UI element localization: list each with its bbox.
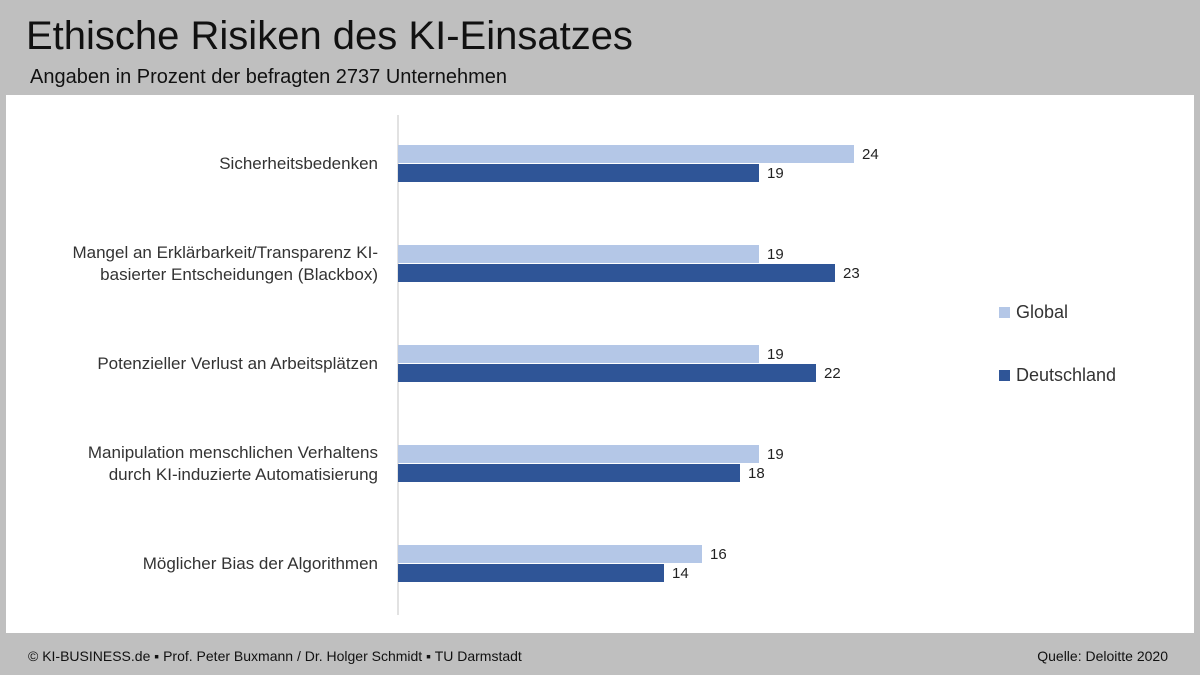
bar-global bbox=[398, 545, 702, 563]
bar-deutschland bbox=[398, 264, 835, 282]
bar-global bbox=[398, 445, 759, 463]
bar-chart: Sicherheitsbedenken 24 19 Mangel an Erklärb… bbox=[72, 115, 1116, 615]
data-label: 22 bbox=[824, 365, 841, 382]
chart-title: Ethische Risiken des KI-Einsatzes bbox=[26, 14, 633, 58]
bar-global bbox=[398, 145, 854, 163]
bar-deutschland bbox=[398, 164, 759, 182]
category-label: Sicherheitsbedenken bbox=[219, 154, 378, 173]
data-label: 19 bbox=[767, 346, 784, 363]
category-label: Manipulation menschlichen Verhaltens bbox=[88, 443, 378, 462]
category-label: Potenzieller Verlust an Arbeitsplätzen bbox=[97, 354, 378, 373]
data-label: 23 bbox=[843, 265, 860, 282]
bar-global bbox=[398, 345, 759, 363]
data-label: 24 bbox=[862, 146, 879, 163]
data-label: 19 bbox=[767, 246, 784, 263]
bar-deutschland bbox=[398, 464, 740, 482]
bar-global bbox=[398, 245, 759, 263]
category-label: basierter Entscheidungen (Blackbox) bbox=[100, 265, 378, 284]
legend-label-deutschland: Deutschland bbox=[1016, 365, 1116, 385]
data-label: 16 bbox=[710, 546, 727, 563]
data-label: 19 bbox=[767, 165, 784, 182]
legend-swatch-deutschland bbox=[999, 370, 1010, 381]
category-label: durch KI-induzierte Automatisierung bbox=[109, 465, 378, 484]
chart-subtitle: Angaben in Prozent der befragten 2737 Un… bbox=[30, 66, 508, 88]
chart-panel: Sicherheitsbedenken 24 19 Mangel an Erklärb… bbox=[6, 95, 1194, 633]
category-label: Möglicher Bias der Algorithmen bbox=[143, 554, 378, 573]
legend-swatch-global bbox=[999, 307, 1010, 318]
bar-deutschland bbox=[398, 364, 816, 382]
legend-label-global: Global bbox=[1016, 302, 1068, 322]
footer-credits: © KI-BUSINESS.de ▪ Prof. Peter Buxmann /… bbox=[28, 648, 522, 664]
footer-source: Quelle: Deloitte 2020 bbox=[1037, 648, 1168, 664]
data-label: 14 bbox=[672, 565, 689, 582]
bar-deutschland bbox=[398, 564, 664, 582]
data-label: 19 bbox=[767, 446, 784, 463]
category-label: Mangel an Erklärbarkeit/Transparenz KI- bbox=[72, 243, 378, 262]
data-label: 18 bbox=[748, 465, 765, 482]
